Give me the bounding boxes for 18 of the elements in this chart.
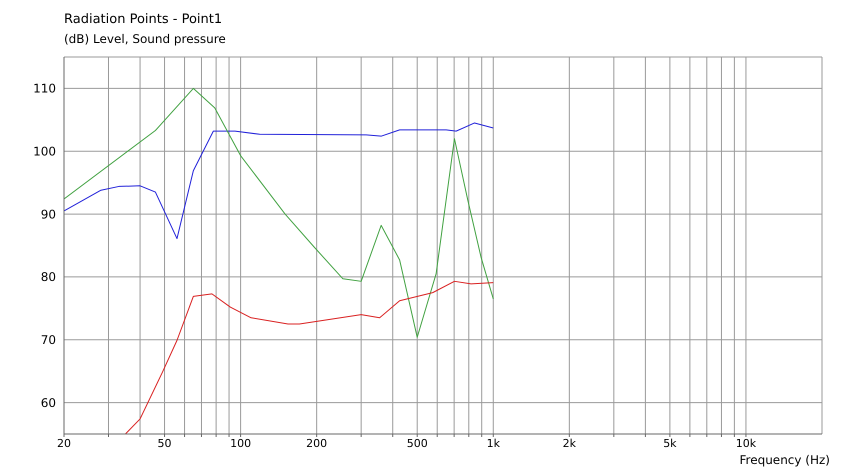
y-tick-label: 90 [40,207,56,222]
x-tick-label: 200 [306,436,328,450]
x-tick-label: 1k [486,436,501,450]
y-tick-label: 70 [40,333,56,348]
x-tick-label: 10k [736,436,757,450]
y-tick-label: 60 [40,396,56,410]
chart-title: Radiation Points - Point1 [64,12,222,27]
y-tick-label: 80 [40,270,56,284]
y-tick-label: 110 [33,82,56,96]
x-axis-title: Frequency (Hz) [740,453,830,467]
y-axis-title: (dB) Level, Sound pressure [64,32,226,46]
x-tick-label: 100 [230,436,252,450]
x-tick-label: 2k [562,436,577,450]
x-tick-label: 20 [57,436,71,450]
y-tick-label: 100 [33,144,56,159]
x-tick-label: 50 [158,436,172,450]
x-tick-label: 5k [663,436,678,450]
x-tick-label: 500 [406,436,428,450]
